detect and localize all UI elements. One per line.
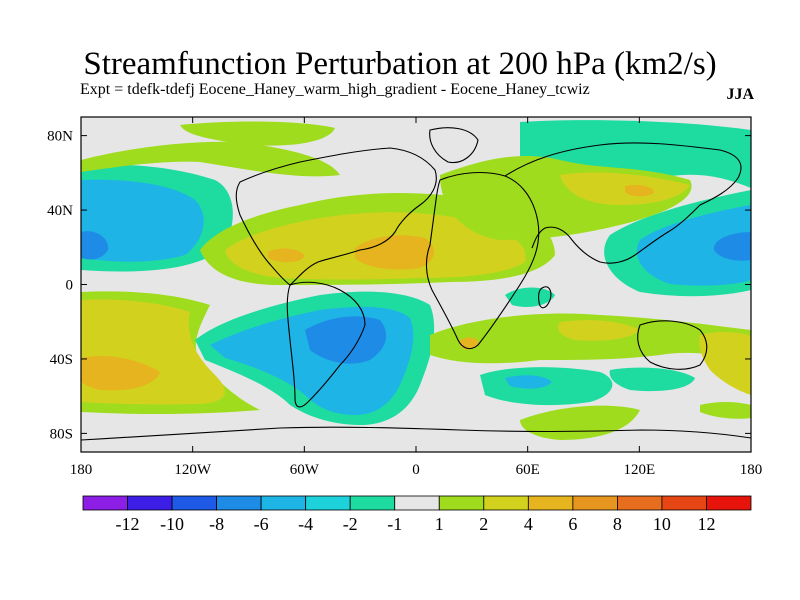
colorbar-label: 12 — [697, 514, 715, 534]
contour-neg-6-pacific-west — [81, 231, 109, 260]
colorbar-label: -4 — [298, 514, 313, 534]
season-label: JJA — [726, 86, 754, 103]
lon-tick-label: 60W — [290, 462, 320, 478]
lon-tick-label: 120W — [174, 462, 212, 478]
colorbar-label: 4 — [524, 514, 533, 534]
latitude-ticks: 80N 40N 0 40S 80S — [47, 129, 751, 442]
colorbar-swatch — [394, 495, 440, 511]
colorbar-swatch — [527, 495, 574, 511]
contour-pos-4-mexico — [268, 248, 305, 263]
colorbar-swatch — [572, 495, 618, 511]
colorbar-label: 2 — [479, 514, 488, 534]
colorbar-swatch — [305, 495, 351, 511]
lat-tick-label: 80S — [50, 426, 73, 442]
lat-tick-label: 80N — [47, 129, 73, 145]
colorbar-label: -6 — [254, 514, 269, 534]
contour-pos-4-central-asia — [625, 184, 655, 197]
lon-tick-label: 180 — [740, 462, 763, 478]
coast-greenland — [429, 127, 479, 164]
coast-madagascar — [538, 286, 552, 309]
colorbar-swatch — [82, 495, 128, 511]
coast-australia — [637, 320, 708, 370]
colorbar-swatch — [171, 495, 217, 511]
contour-pos-4-atlantic — [355, 235, 435, 270]
colorbar-swatch — [617, 495, 663, 511]
lon-tick-label: 60E — [516, 462, 540, 478]
contour-neg-6-pacific-east — [713, 232, 751, 261]
colorbar-label: 10 — [653, 514, 671, 534]
contour-neg-4-southern-indian — [505, 375, 552, 389]
coastlines — [81, 127, 751, 441]
contour-pos-2-australia-east — [699, 332, 751, 395]
contour-pos-4-africa-south — [460, 337, 479, 350]
colorbar-swatch — [706, 495, 752, 511]
coast-antarctica — [81, 426, 751, 441]
colorbar-swatch — [661, 495, 707, 511]
lat-tick-label: 40N — [47, 203, 73, 219]
contour-neg-4-pacific-east — [636, 205, 751, 286]
contour-pos-4-south-pacific — [81, 355, 160, 391]
contour-neg-2-madagascar — [505, 287, 555, 307]
colorbar-label: -12 — [116, 514, 140, 534]
colorbar-label: -8 — [209, 514, 224, 534]
colorbar-swatch — [127, 495, 173, 511]
colorbar-label: -2 — [343, 514, 358, 534]
colorbar: -12 -10 -8 -6 -4 -2 -1 1 2 4 6 8 10 12 — [82, 495, 752, 534]
chart-subtitle: Expt = tdefk-tdefj Eocene_Haney_warm_hig… — [80, 81, 590, 98]
colorbar-swatch — [260, 495, 307, 511]
colorbar-swatch — [216, 495, 262, 511]
colorbar-label: 1 — [435, 514, 444, 534]
lon-tick-label: 0 — [412, 462, 420, 478]
colorbar-label: -1 — [387, 514, 402, 534]
contour-pos-1-north-pacific-2 — [180, 121, 335, 146]
contour-pos-2-indian-ocean — [558, 320, 640, 341]
map-field — [81, 117, 751, 452]
contour-pos-1-north-pacific — [81, 141, 340, 177]
colorbar-label: 8 — [613, 514, 622, 534]
contour-pos-1-antarctic-east — [700, 401, 751, 419]
lon-tick-label: 120E — [623, 462, 655, 478]
lat-tick-label: 40S — [50, 352, 73, 368]
contour-neg-2-southern-indian — [480, 367, 613, 406]
colorbar-swatch — [349, 495, 396, 511]
lon-tick-label: 180 — [70, 462, 93, 478]
contour-neg-6-south-america — [305, 316, 387, 364]
coast-south-america — [286, 281, 366, 408]
contour-neg-4-pacific-west — [81, 179, 204, 262]
coast-asia — [504, 142, 742, 264]
colorbar-swatch — [483, 495, 529, 511]
colorbar-swatch — [438, 495, 485, 511]
chart-title: Streamfunction Perturbation at 200 hPa (… — [83, 46, 717, 82]
colorbar-label: -10 — [160, 514, 184, 534]
coast-north-america — [235, 147, 437, 286]
colorbar-label: 6 — [568, 514, 577, 534]
lat-tick-label: 0 — [66, 278, 74, 294]
coast-africa-europe — [425, 172, 540, 350]
longitude-ticks: 180 120W 60W 0 60E 120E 180 — [70, 117, 763, 478]
contour-neg-2-south-australia — [609, 367, 695, 392]
